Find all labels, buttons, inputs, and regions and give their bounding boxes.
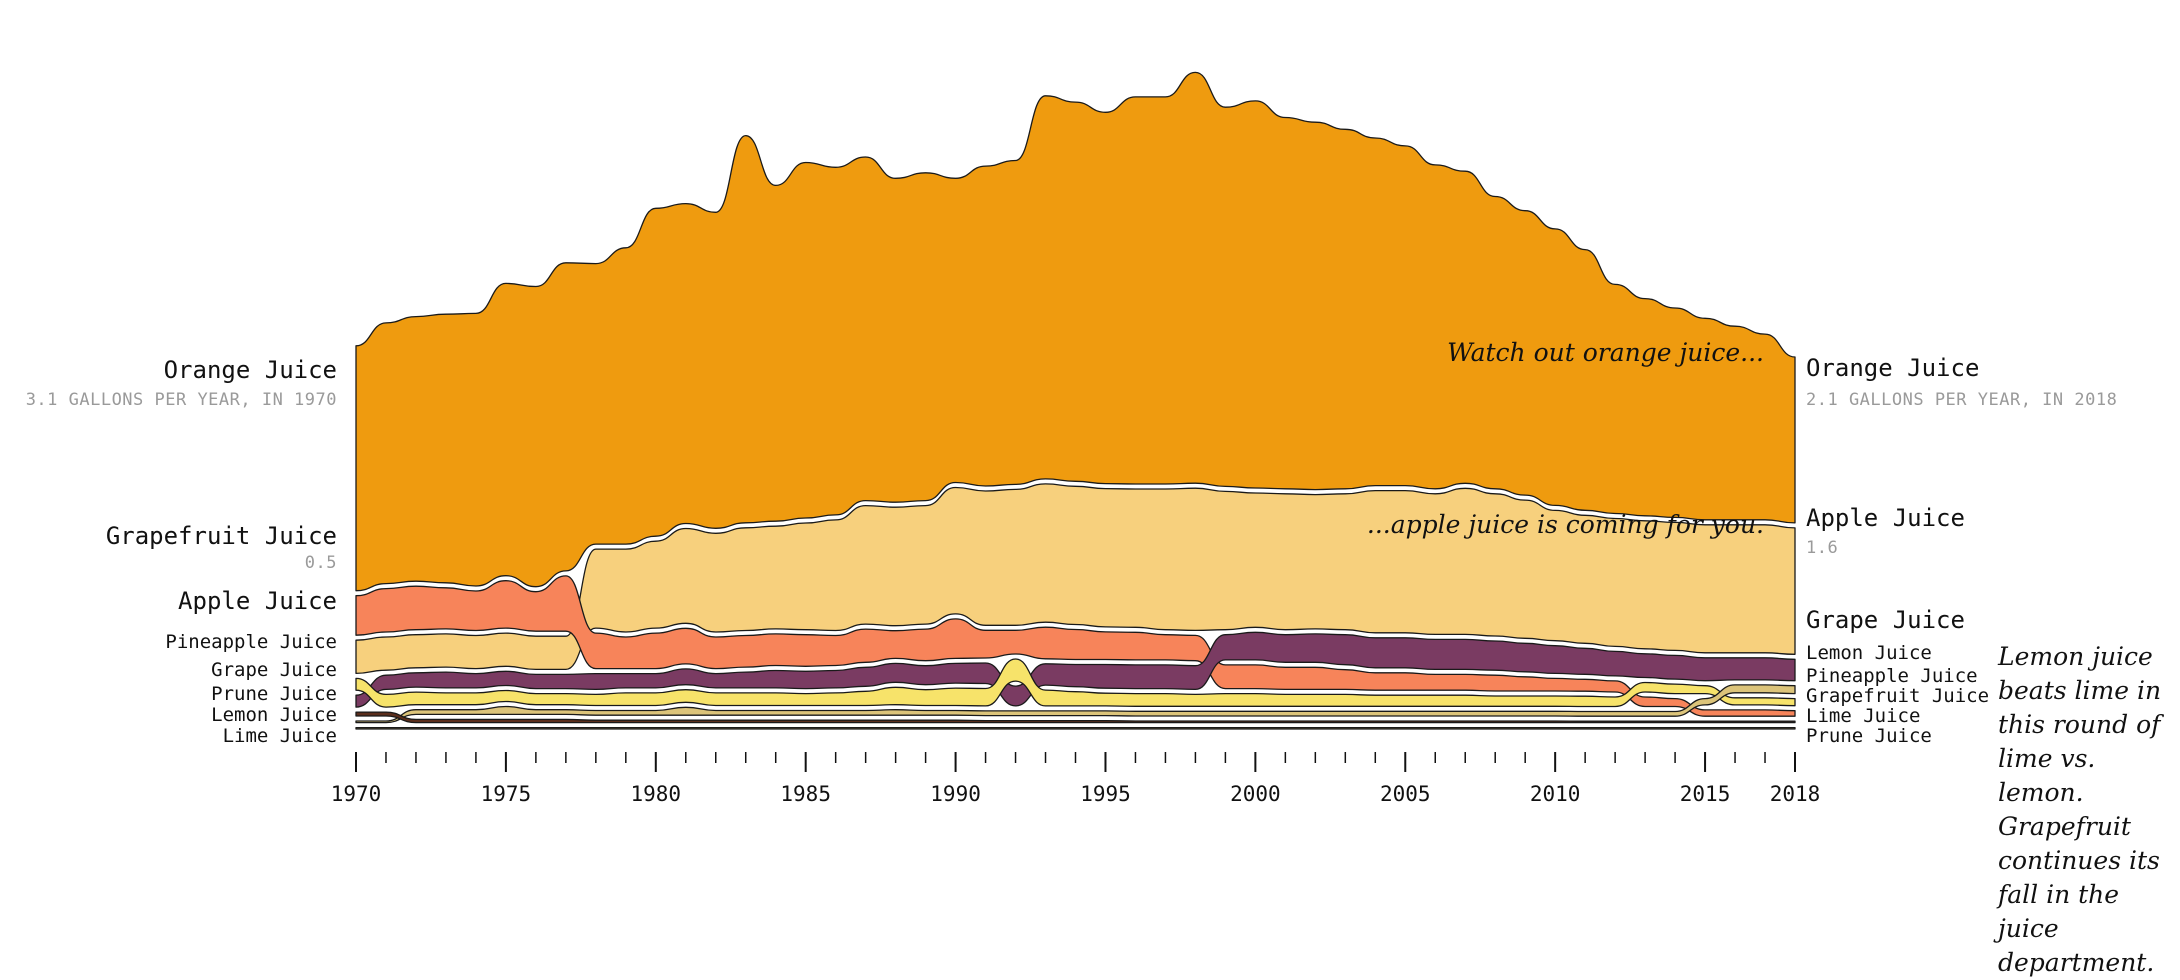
- x-axis: 1970 1975 1980 1985 1990 1995 2000 2005 2010 2015…: [331, 752, 1821, 806]
- left-label-prune-juice: Prune Juice: [211, 683, 337, 705]
- left-label-lime-juice: Lime Juice: [223, 725, 337, 747]
- right-label-apple-juice: Apple Juice: [1806, 504, 1965, 532]
- stream-apple-juice: [355, 483, 1796, 675]
- x-tick-label: 1990: [930, 782, 981, 806]
- annotation-apple: ...apple juice is coming for you.: [1367, 510, 1764, 539]
- left-label-apple-juice: Apple Juice: [178, 587, 337, 615]
- stream-grape-juice: [355, 631, 1796, 708]
- right-labels: Orange Juice 2.1 GALLONS PER YEAR, IN 20…: [1806, 354, 2117, 747]
- x-tick-label: 1970: [331, 782, 382, 806]
- x-tick-label: 1995: [1080, 782, 1131, 806]
- stream-prune-juice: [355, 711, 1796, 724]
- right-label-pineapple-juice: Pineapple Juice: [1806, 665, 1978, 687]
- x-tick-label: 2015: [1680, 782, 1731, 806]
- x-tick-label: 2010: [1530, 782, 1581, 806]
- stream-lime-juice: [355, 726, 1796, 730]
- left-label-pineapple-juice: Pineapple Juice: [165, 631, 337, 653]
- right-label-prune-juice: Prune Juice: [1806, 725, 1932, 747]
- left-sublabel-orange-juice: 3.1 GALLONS PER YEAR, IN 1970: [26, 390, 337, 410]
- left-label-lemon-juice: Lemon Juice: [211, 704, 337, 726]
- right-label-orange-juice: Orange Juice: [1806, 354, 1979, 382]
- x-tick-label: 1980: [631, 782, 682, 806]
- x-tick-label: 1985: [780, 782, 831, 806]
- left-sublabel-grapefruit-juice: 0.5: [305, 553, 337, 573]
- left-label-grape-juice: Grape Juice: [211, 659, 337, 681]
- annotation-orange: Watch out orange juice...: [1447, 338, 1764, 367]
- left-labels: Orange Juice 3.1 GALLONS PER YEAR, IN 19…: [26, 356, 337, 747]
- stream-orange-juice: [355, 71, 1796, 592]
- x-tick-label: 1975: [481, 782, 532, 806]
- right-label-grapefruit-juice: Grapefruit Juice: [1806, 685, 1989, 707]
- left-label-orange-juice: Orange Juice: [164, 356, 337, 384]
- side-note-annotation: Lemon juice beats lime in this round of …: [1998, 642, 2162, 977]
- x-tick-label: 2005: [1380, 782, 1431, 806]
- right-label-lime-juice: Lime Juice: [1806, 705, 1920, 727]
- stream-layer: [355, 71, 1796, 730]
- juice-bump-area-chart: 1970 1975 1980 1985 1990 1995 2000 2005 2010 2015…: [26, 71, 2117, 806]
- left-label-grapefruit-juice: Grapefruit Juice: [106, 522, 337, 550]
- right-sublabel-apple-juice: 1.6: [1806, 538, 1838, 558]
- stream-pineapple-juice: [355, 658, 1796, 708]
- x-tick-label: 2000: [1230, 782, 1281, 806]
- right-label-grape-juice: Grape Juice: [1806, 606, 1965, 634]
- x-tick-label: 2018: [1770, 782, 1821, 806]
- right-label-lemon-juice: Lemon Juice: [1806, 642, 1932, 664]
- stream-grapefruit-juice: [355, 575, 1796, 717]
- right-sublabel-orange-juice: 2.1 GALLONS PER YEAR, IN 2018: [1806, 390, 2117, 410]
- stream-lemon-juice: [355, 684, 1796, 724]
